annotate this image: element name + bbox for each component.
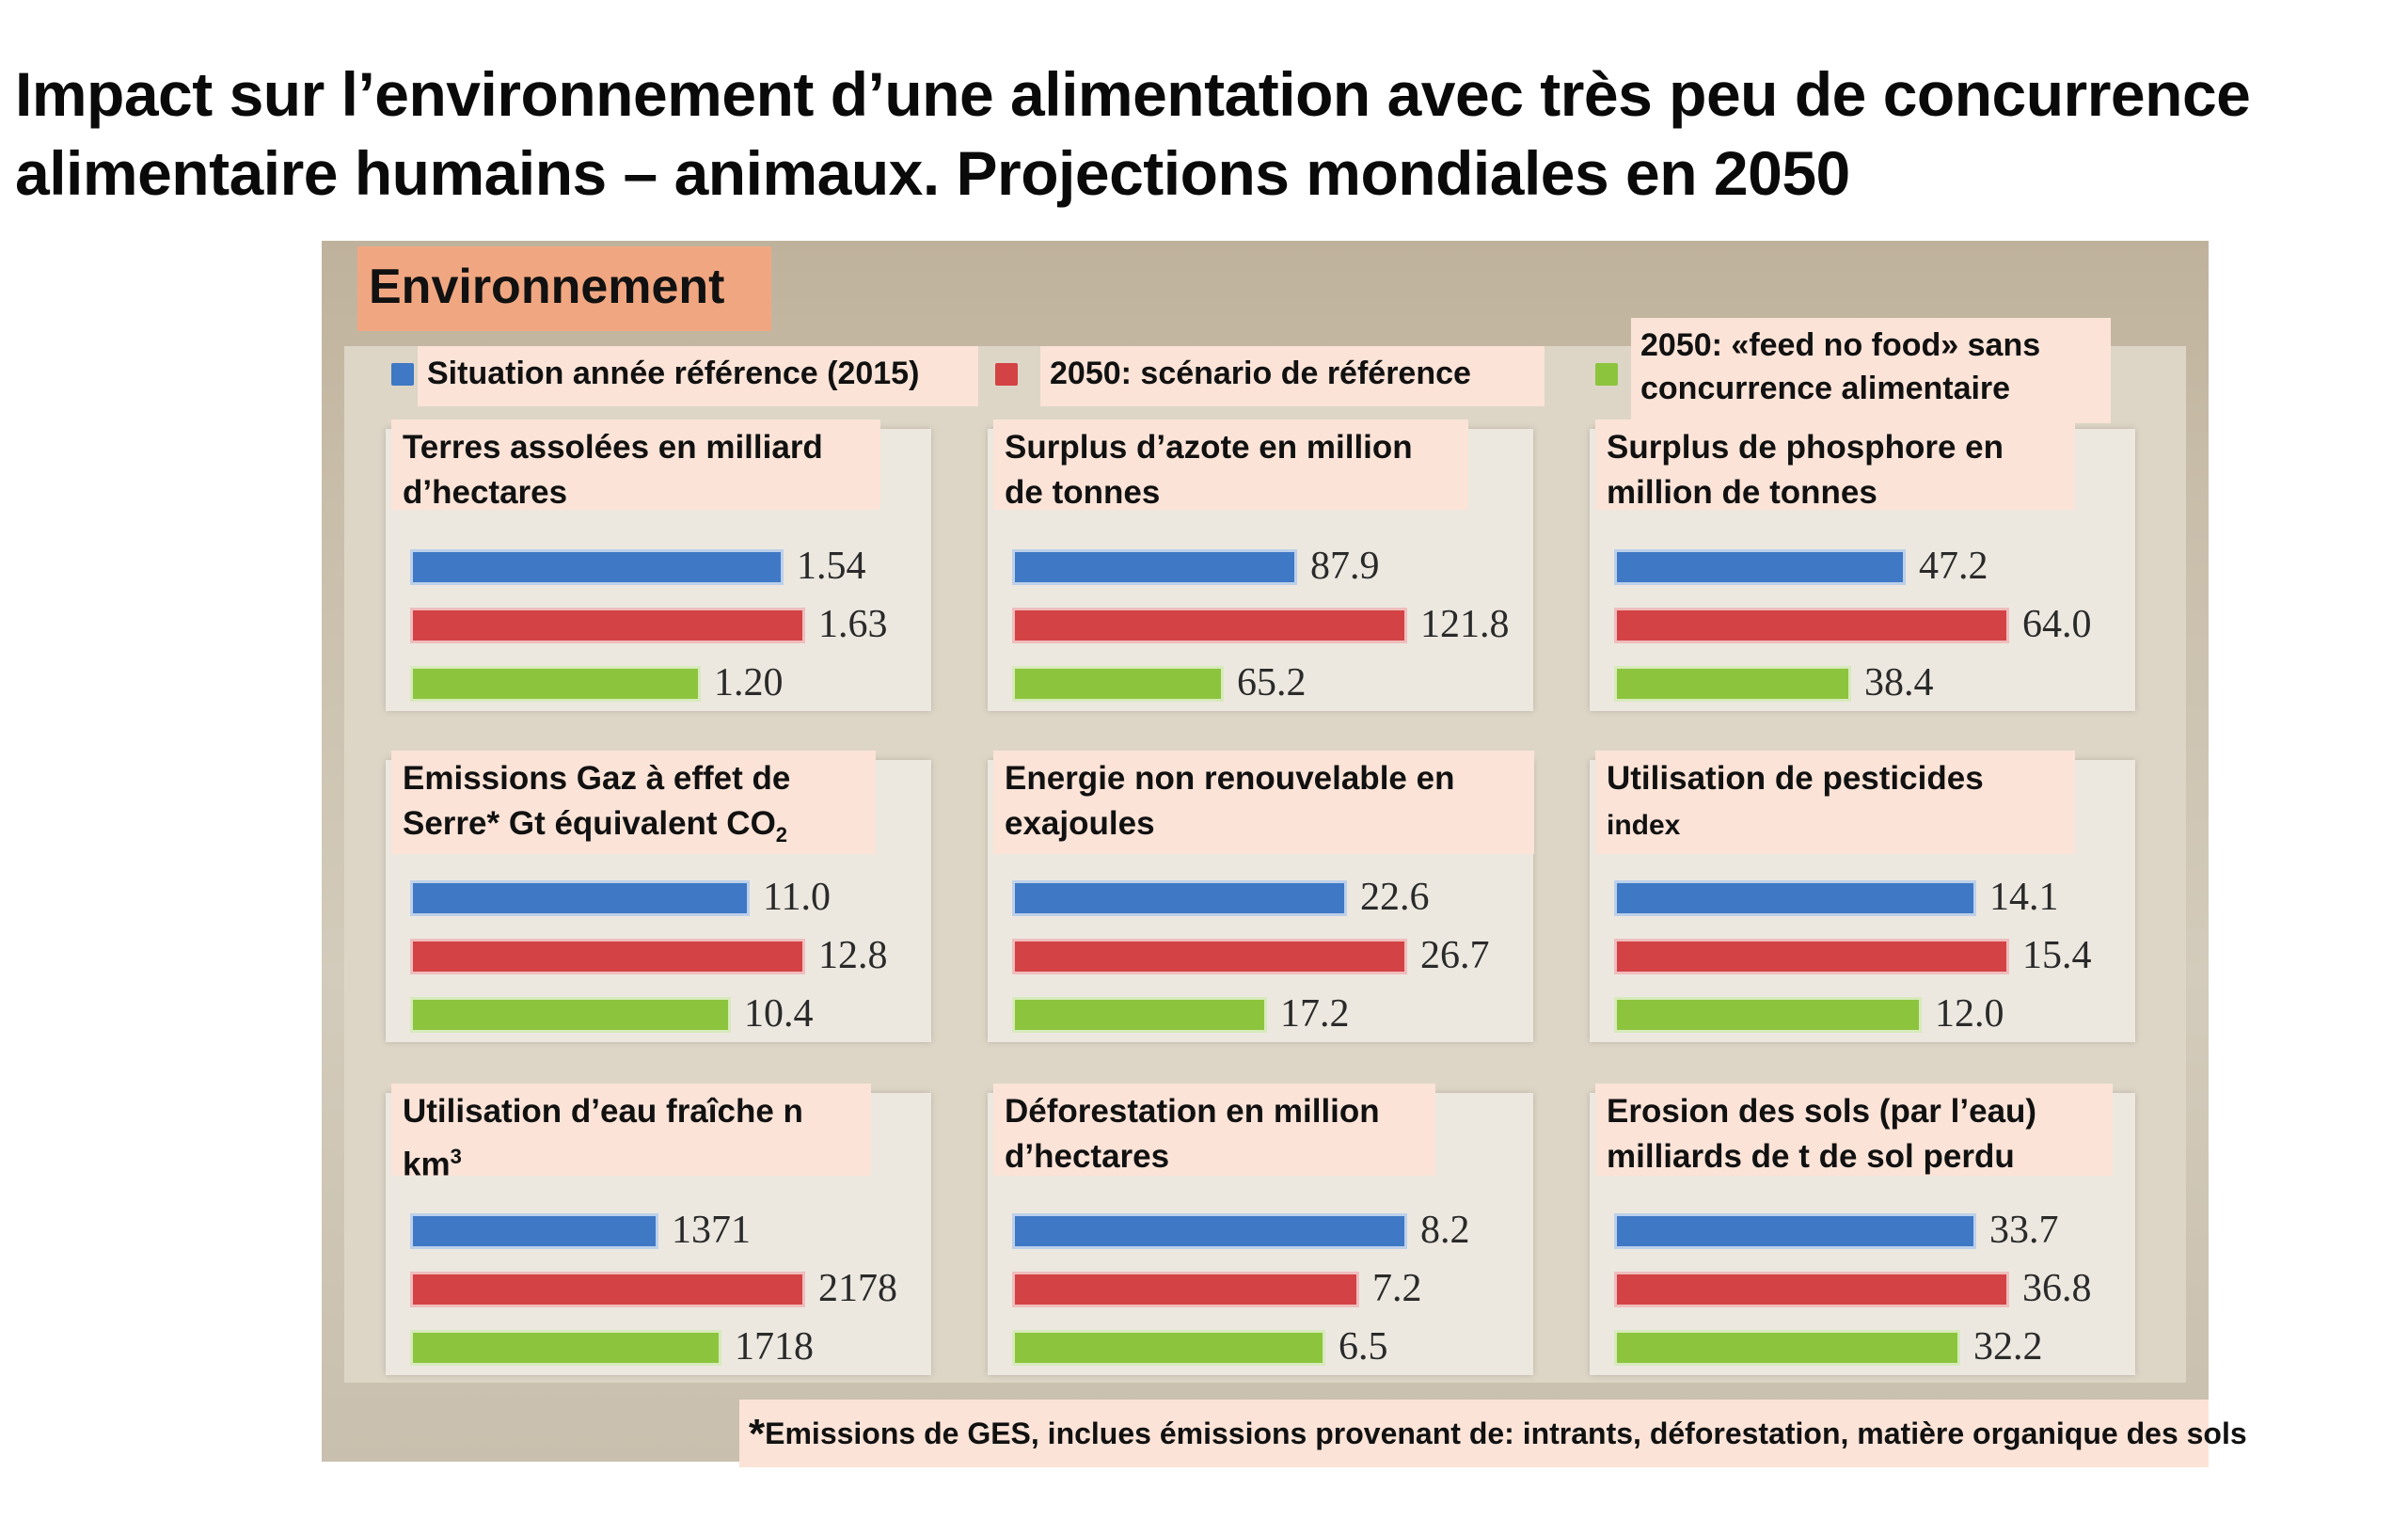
- chart-panel-title-text: Utilisation d’eau fraîche n km: [403, 1093, 803, 1183]
- bar-ref2015: [410, 880, 750, 916]
- bar-ref2015: [1012, 880, 1347, 916]
- bar-ref2050: [1614, 608, 2009, 643]
- bar-ref2015: [1012, 1213, 1407, 1249]
- chart-panel-title-unit: index: [1607, 810, 1681, 841]
- footnote: *Emissions de GES, inclues émissions pro…: [739, 1400, 2247, 1467]
- chart-panel-title: Utilisation d’eau fraîche n km3: [391, 1084, 871, 1183]
- legend-label-ref2015: Situation année référence (2015): [418, 346, 978, 406]
- bar-ref2050: [410, 608, 805, 643]
- chart-panel-title-text: Surplus d’azote en million de tonnes: [1005, 429, 1413, 511]
- bar-value-label: 38.4: [1864, 661, 1934, 704]
- chart-panel-title-text: Utilisation de pesticides: [1607, 760, 1984, 797]
- bar-feednofood: [410, 1330, 721, 1366]
- chart-panel-title-text: Surplus de phosphore en million de tonne…: [1607, 429, 2004, 511]
- chart-panel-title-subscript: 2: [775, 823, 788, 847]
- chart-panel-title-superscript: 3: [450, 1145, 462, 1168]
- bar-ref2050: [1012, 608, 1407, 643]
- bar-value-label: 65.2: [1237, 661, 1307, 704]
- bar-value-label: 26.7: [1420, 934, 1490, 977]
- bar-value-label: 2178: [818, 1267, 897, 1310]
- bar-value-label: 22.6: [1360, 876, 1430, 919]
- bar-ref2015: [1614, 1213, 1976, 1249]
- bar-value-label: 87.9: [1310, 545, 1380, 588]
- bar-value-label: 14.1: [1989, 876, 2059, 919]
- bar-value-label: 1.20: [714, 661, 784, 704]
- bar-value-label: 6.5: [1339, 1325, 1388, 1369]
- bar-value-label: 7.2: [1372, 1267, 1422, 1310]
- bar-ref2050: [410, 939, 805, 974]
- chart-panel-title: Surplus d’azote en million de tonnes: [993, 419, 1468, 511]
- bar-feednofood: [1012, 1330, 1325, 1366]
- bar-value-label: 1718: [735, 1325, 814, 1369]
- footnote-text: Emissions de GES, inclues émissions prov…: [765, 1416, 2247, 1450]
- bar-feednofood: [1012, 666, 1224, 702]
- footnote-marker: *: [749, 1411, 766, 1457]
- page-title: Impact sur l’environnement d’une aliment…: [15, 59, 2251, 208]
- chart-panel-title: Erosion des sols (par l’eau) milliards d…: [1595, 1084, 2113, 1176]
- bar-ref2015: [410, 549, 784, 585]
- bar-value-label: 36.8: [2022, 1267, 2092, 1310]
- bar-feednofood: [410, 997, 731, 1033]
- bar-ref2015: [410, 1213, 658, 1249]
- chart-panel-title-text: Terres assolées en milliard d’hectares: [403, 429, 823, 511]
- bar-feednofood: [1614, 666, 1851, 702]
- chart-panel-title-text: Emissions Gaz à effet de Serre* Gt équiv…: [403, 760, 791, 842]
- chart-panel-title-text: Erosion des sols (par l’eau) milliards d…: [1607, 1093, 2037, 1175]
- bar-value-label: 32.2: [1973, 1325, 2043, 1369]
- bar-ref2015: [1614, 880, 1976, 916]
- bar-value-label: 8.2: [1420, 1209, 1470, 1252]
- bar-value-label: 1.63: [818, 603, 888, 646]
- legend-swatch-ref2050: [995, 363, 1018, 386]
- bar-value-label: 10.4: [744, 992, 814, 1036]
- legend-label-ref2050: 2050: scénario de référence: [1040, 346, 1545, 406]
- bar-value-label: 1.54: [797, 545, 866, 588]
- chart-panel-title: Déforestation en million d’hectares: [993, 1084, 1435, 1176]
- bar-value-label: 15.4: [2022, 934, 2092, 977]
- bar-value-label: 17.2: [1280, 992, 1350, 1036]
- bar-ref2015: [1614, 549, 1906, 585]
- bar-value-label: 64.0: [2022, 603, 2092, 646]
- bar-value-label: 1371: [672, 1209, 751, 1252]
- bar-feednofood: [410, 666, 701, 702]
- section-tab: [357, 246, 771, 331]
- chart-panel-title: Terres assolées en milliard d’hectares: [391, 419, 880, 511]
- bar-value-label: 47.2: [1919, 545, 1988, 588]
- chart-panel-title: Energie non renouvelable en exajoules: [993, 751, 1534, 854]
- bar-feednofood: [1012, 997, 1267, 1033]
- legend-swatch-feednofood: [1595, 363, 1618, 386]
- bar-value-label: 33.7: [1989, 1209, 2059, 1252]
- chart-panel-title: Utilisation de pesticides index: [1595, 751, 2075, 854]
- bar-value-label: 12.8: [818, 934, 888, 977]
- chart-panel-title: Emissions Gaz à effet de Serre* Gt équiv…: [391, 751, 876, 854]
- bar-value-label: 11.0: [763, 876, 831, 919]
- bar-feednofood: [1614, 997, 1922, 1033]
- bar-ref2050: [1614, 1272, 2009, 1307]
- bar-ref2050: [1614, 939, 2009, 974]
- section-label: Environnement: [369, 260, 725, 314]
- bar-ref2050: [410, 1272, 805, 1307]
- bar-feednofood: [1614, 1330, 1960, 1366]
- bar-ref2015: [1012, 549, 1297, 585]
- chart-panel-title: Surplus de phosphore en million de tonne…: [1595, 419, 2075, 511]
- chart-panel-title-text: Energie non renouvelable en exajoules: [1005, 760, 1455, 842]
- bar-value-label: 121.8: [1420, 603, 1510, 646]
- bar-ref2050: [1012, 1272, 1359, 1307]
- legend-label-feednofood: 2050: «feed no food» sans concurrence al…: [1631, 318, 2111, 423]
- chart-panel-title-text: Déforestation en million d’hectares: [1005, 1093, 1380, 1175]
- bar-value-label: 12.0: [1935, 992, 2004, 1036]
- bar-ref2050: [1012, 939, 1407, 974]
- legend-swatch-ref2015: [391, 363, 414, 386]
